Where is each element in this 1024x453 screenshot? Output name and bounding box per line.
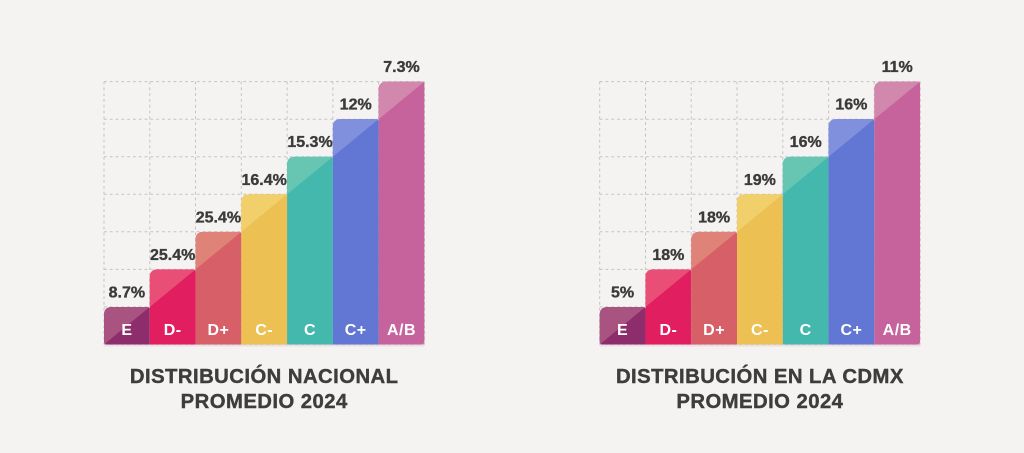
svg-text:8.7%: 8.7%	[109, 284, 145, 301]
svg-text:12%: 12%	[340, 97, 372, 114]
svg-text:19%: 19%	[744, 172, 776, 189]
svg-text:C+: C+	[345, 322, 367, 339]
svg-text:16%: 16%	[835, 97, 867, 114]
svg-text:C: C	[304, 322, 316, 339]
svg-text:E: E	[121, 322, 132, 339]
svg-text:A/B: A/B	[883, 322, 912, 339]
svg-text:16.4%: 16.4%	[242, 172, 287, 189]
svg-text:11%: 11%	[882, 59, 913, 76]
svg-text:D-: D-	[659, 322, 677, 339]
svg-text:C-: C-	[255, 322, 273, 339]
svg-text:C: C	[800, 322, 812, 339]
svg-text:25.4%: 25.4%	[196, 209, 241, 226]
svg-text:16%: 16%	[790, 134, 822, 151]
svg-text:PROMEDIO 2024: PROMEDIO 2024	[181, 391, 348, 413]
svg-text:D+: D+	[703, 322, 725, 339]
svg-text:C-: C-	[751, 322, 769, 339]
svg-text:18%: 18%	[698, 209, 730, 226]
svg-text:A/B: A/B	[387, 322, 416, 339]
svg-text:DISTRIBUCIÓN NACIONAL: DISTRIBUCIÓN NACIONAL	[130, 364, 399, 388]
svg-text:DISTRIBUCIÓN EN LA CDMX: DISTRIBUCIÓN EN LA CDMX	[616, 364, 904, 388]
svg-text:5%: 5%	[611, 284, 634, 301]
svg-text:E: E	[617, 322, 628, 339]
svg-text:D-: D-	[164, 322, 182, 339]
svg-text:C+: C+	[840, 322, 862, 339]
svg-text:18%: 18%	[652, 247, 684, 264]
svg-text:25.4%: 25.4%	[150, 247, 195, 264]
svg-text:15.3%: 15.3%	[287, 134, 332, 151]
svg-text:PROMEDIO 2024: PROMEDIO 2024	[676, 391, 843, 413]
svg-text:D+: D+	[207, 322, 229, 339]
svg-text:7.3%: 7.3%	[383, 59, 419, 76]
